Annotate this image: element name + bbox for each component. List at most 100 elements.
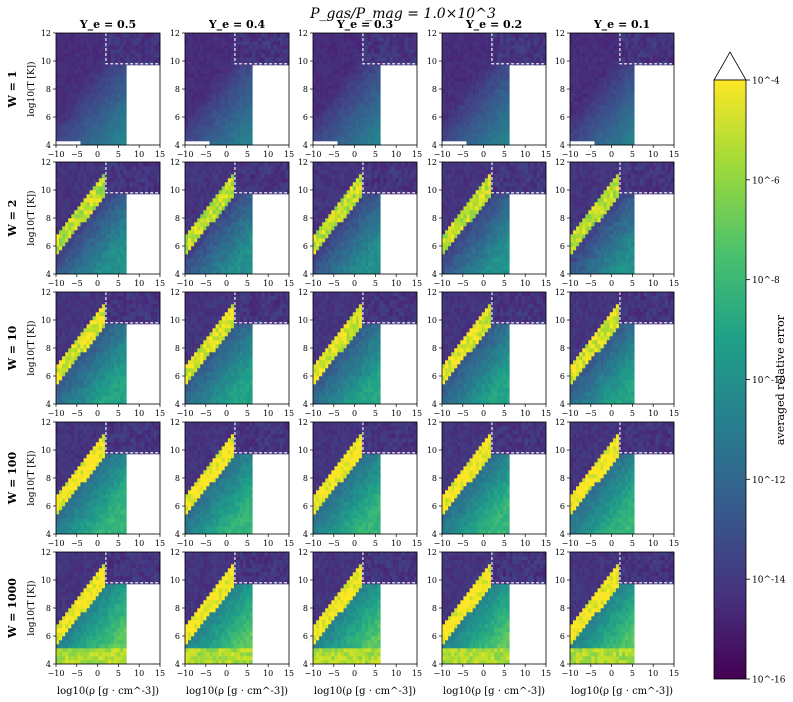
heatmap-cell — [451, 53, 455, 58]
heatmap-cell — [600, 37, 604, 42]
heatmap-cell — [478, 33, 483, 38]
heatmap-cell — [203, 266, 207, 271]
heatmap-cell — [579, 61, 583, 66]
heatmap-cell — [104, 190, 109, 195]
heatmap-cell — [389, 53, 393, 58]
heatmap-cell — [59, 214, 63, 219]
heatmap-cell — [331, 105, 335, 110]
heatmap-cell — [209, 210, 213, 215]
heatmap-cell — [80, 33, 84, 38]
heatmap-cell — [506, 133, 510, 138]
heatmap-cell — [191, 270, 195, 275]
heatmap-cell — [591, 97, 595, 102]
heatmap-cell — [576, 113, 580, 118]
heatmap-cell — [65, 254, 69, 259]
heatmap-cell — [101, 81, 106, 86]
heatmap-cell — [484, 137, 489, 142]
heatmap-cell — [361, 125, 366, 130]
heatmap-cell — [365, 61, 369, 66]
heatmap-cell — [365, 69, 369, 74]
heatmap-cell — [62, 246, 66, 251]
heatmap-cell — [377, 133, 381, 138]
x-tick-label: 5 — [630, 150, 635, 159]
y-tick-label: 8 — [46, 85, 51, 94]
heatmap-cell — [65, 258, 69, 263]
heatmap-cell — [618, 141, 623, 146]
heatmap-cell — [62, 162, 66, 167]
y-tick-label: 12 — [427, 29, 437, 38]
heatmap-cell — [579, 117, 583, 122]
heatmap-cell — [609, 53, 614, 58]
heatmap-cell — [153, 170, 158, 175]
heatmap-cell — [123, 210, 127, 215]
heatmap-cell — [56, 162, 60, 167]
heatmap-cell — [65, 174, 69, 179]
heatmap-cell — [445, 53, 449, 58]
heatmap-cell — [117, 182, 121, 187]
heatmap-cell — [141, 45, 146, 50]
heatmap-cell — [197, 218, 201, 223]
heatmap-cell — [576, 93, 580, 98]
heatmap-cell — [227, 137, 232, 142]
heatmap-cell — [144, 174, 149, 179]
heatmap-cell — [368, 37, 372, 42]
heatmap-cell — [92, 266, 97, 271]
heatmap-cell — [233, 89, 238, 94]
heatmap-cell — [200, 121, 204, 126]
heatmap-cell — [463, 121, 467, 126]
heatmap-cell — [230, 222, 235, 227]
heatmap-cell — [643, 33, 647, 38]
heatmap-cell — [209, 178, 213, 183]
heatmap-cell — [89, 186, 94, 191]
heatmap-cell — [194, 242, 198, 247]
heatmap-cell — [618, 41, 623, 46]
heatmap-cell — [451, 77, 455, 82]
heatmap-cell — [191, 258, 195, 263]
heatmap-cell — [200, 97, 204, 102]
heatmap-cell — [206, 93, 210, 98]
heatmap-cell — [361, 41, 366, 46]
heatmap-cell — [313, 97, 317, 102]
heatmap-cell — [117, 57, 121, 62]
heatmap-cell — [120, 137, 124, 142]
heatmap-cell — [144, 61, 149, 66]
heatmap-cell — [191, 33, 195, 38]
heatmap-cell — [56, 194, 60, 199]
heatmap-cell — [74, 218, 78, 223]
heatmap-cell — [454, 89, 458, 94]
heatmap-cell — [200, 73, 204, 78]
heatmap-cell — [664, 49, 669, 54]
heatmap-cell — [104, 234, 109, 239]
heatmap-cell — [150, 162, 155, 167]
heatmap-cell — [215, 218, 219, 223]
heatmap-cell — [237, 105, 241, 110]
heatmap-cell — [215, 246, 219, 251]
heatmap-cell — [374, 97, 378, 102]
heatmap-cell — [114, 117, 118, 122]
heatmap-cell — [227, 49, 232, 54]
heatmap-cell — [218, 45, 223, 50]
heatmap-cell — [246, 214, 250, 219]
heatmap-cell — [497, 109, 501, 114]
heatmap-cell — [597, 125, 601, 130]
heatmap-cell — [484, 53, 489, 58]
heatmap-cell — [98, 85, 103, 90]
heatmap-cell — [481, 109, 486, 114]
heatmap-cell — [466, 69, 470, 74]
heatmap-cell — [643, 61, 647, 66]
heatmap-cell — [65, 170, 69, 175]
heatmap-cell — [240, 121, 244, 126]
heatmap-cell — [71, 109, 75, 114]
heatmap-cell — [104, 45, 109, 50]
heatmap-cell — [194, 178, 198, 183]
y-tick-label: 12 — [555, 29, 565, 38]
heatmap-cell — [230, 214, 235, 219]
heatmap-cell — [442, 37, 446, 42]
heatmap-cell — [285, 49, 290, 54]
heatmap-cell — [649, 45, 653, 50]
heatmap-cell — [206, 178, 210, 183]
heatmap-cell — [463, 49, 467, 54]
heatmap-cell — [365, 141, 369, 146]
heatmap-cell — [487, 61, 492, 66]
heatmap-cell — [319, 41, 323, 46]
